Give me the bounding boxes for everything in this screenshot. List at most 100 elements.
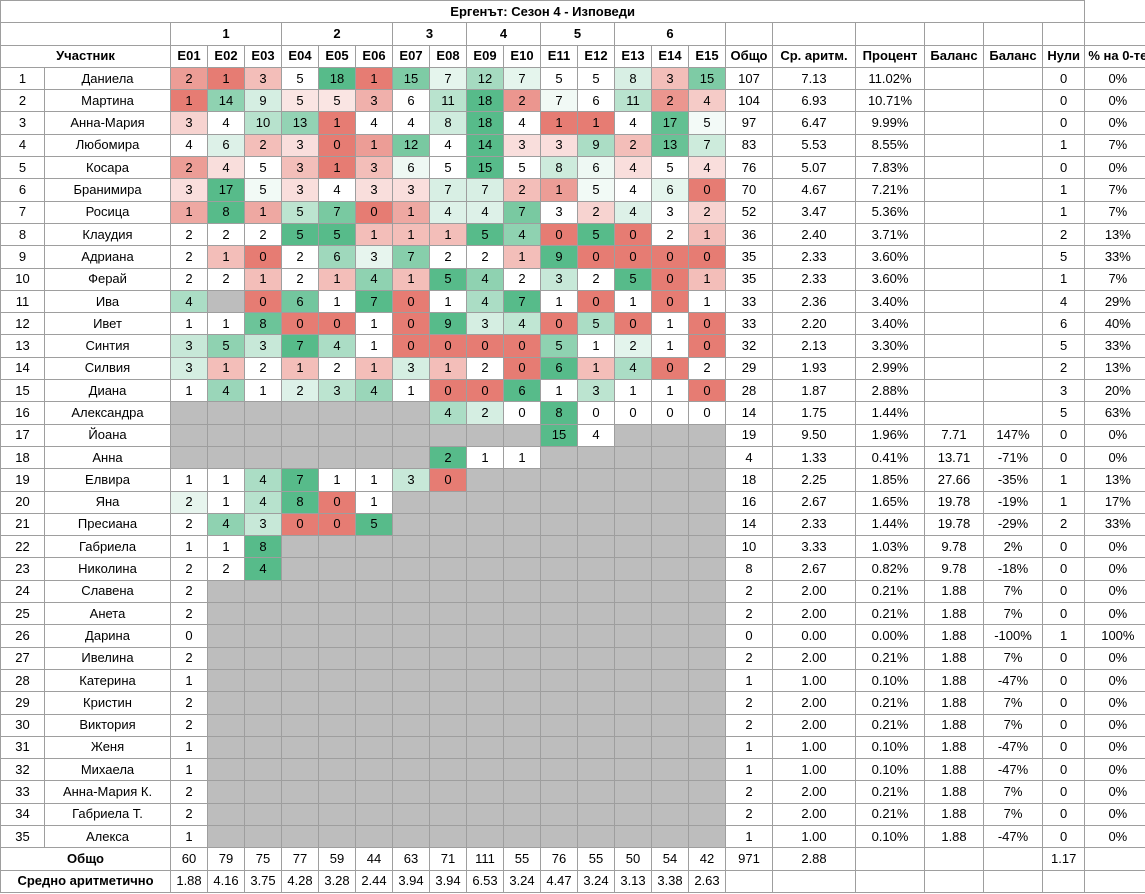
participant-name: Даниела — [44, 66, 171, 91]
episode-absent-cell — [651, 535, 689, 559]
episode-absent-cell — [281, 401, 319, 425]
row-total: 2 — [725, 713, 773, 737]
row-index: 11 — [0, 289, 45, 314]
row-balance-percent: -47% — [983, 735, 1043, 760]
episode-absent-cell — [503, 490, 541, 514]
episode-cell: 1 — [577, 111, 615, 135]
row-zero-percent: 0% — [1084, 423, 1145, 447]
episode-cell: 10 — [244, 111, 282, 135]
row-index: 33 — [0, 780, 45, 804]
episode-absent-cell — [318, 691, 356, 715]
episode-cell: 2 — [429, 445, 467, 470]
row-zeros: 1 — [1041, 624, 1086, 648]
episode-header: E13 — [614, 44, 652, 68]
participant-row: 10 Ферай 2 2 1 2 1 4 1 5 4 2 3 2 5 0 1 35 2.33 3.60% 1 7% — [0, 267, 1145, 291]
participant-name: Ивелина — [44, 646, 171, 670]
row-total: 28 — [725, 379, 773, 403]
row-index: 6 — [0, 178, 45, 202]
episode-cell: 17 — [207, 178, 245, 202]
episode-absent-cell — [318, 557, 356, 581]
row-average: 2.00 — [772, 602, 856, 626]
episode-absent-cell — [651, 468, 689, 492]
episode-cell: 4 — [466, 267, 504, 291]
episode-cell: 5 — [318, 89, 356, 113]
participant-row: 12 Ивет 1 1 8 0 0 1 0 9 3 4 0 5 0 1 0 33 2.20 3.40% 6 40% — [0, 312, 1145, 336]
episode-cell: 1 — [244, 379, 282, 403]
row-total: 2 — [725, 579, 773, 604]
row-total: 2 — [725, 802, 773, 826]
totals-blank — [1084, 847, 1145, 871]
episode-cell: 5 — [318, 222, 356, 247]
episode-absent-cell — [355, 557, 393, 581]
episode-cell: 7 — [688, 133, 726, 158]
episode-absent-cell — [207, 624, 245, 648]
episode-cell: 3 — [540, 133, 578, 158]
episode-absent-cell — [392, 401, 430, 425]
episode-average: 3.38 — [651, 869, 689, 893]
participant-name: Синтия — [44, 334, 171, 358]
row-zeros: 0 — [1041, 89, 1086, 113]
row-index: 30 — [0, 713, 45, 737]
episode-absent-cell — [503, 535, 541, 559]
episode-cell: 2 — [207, 222, 245, 247]
row-percent: 8.55% — [855, 133, 925, 158]
episode-average: 3.13 — [614, 869, 652, 893]
episode-cell: 4 — [170, 289, 208, 314]
row-percent: 1.44% — [855, 401, 925, 425]
episode-absent-cell — [281, 668, 319, 693]
episode-cell: 1 — [207, 535, 245, 559]
row-percent: 0.10% — [855, 668, 925, 693]
episode-cell: 1 — [503, 245, 541, 269]
episode-cell: 3 — [355, 178, 393, 202]
episode-absent-cell — [244, 758, 282, 782]
episode-absent-cell — [392, 512, 430, 537]
episode-cell: 3 — [170, 356, 208, 381]
participant-row: 6 Бранимира 3 17 5 3 4 3 3 7 7 2 1 5 4 6 0 70 4.67 7.21% 1 7% — [0, 178, 1145, 202]
participant-name: Анета — [44, 602, 171, 626]
episode-cell: 2 — [466, 245, 504, 269]
row-average: 9.50 — [772, 423, 856, 447]
row-index: 10 — [0, 267, 45, 291]
row-total: 97 — [725, 111, 773, 135]
episode-cell: 0 — [318, 312, 356, 336]
averages-blank — [983, 869, 1043, 893]
episode-absent-cell — [355, 691, 393, 715]
sheet-title: Ергенът: Сезон 4 - Изповеди — [0, 0, 1086, 24]
episode-absent-cell — [651, 624, 689, 648]
episode-absent-cell — [429, 624, 467, 648]
episode-cell: 3 — [503, 133, 541, 158]
row-percent: 3.71% — [855, 222, 925, 247]
episode-total: 60 — [170, 847, 208, 871]
row-average: 2.36 — [772, 289, 856, 314]
episode-absent-cell — [281, 535, 319, 559]
episode-cell: 3 — [466, 312, 504, 336]
episode-cell: 1 — [170, 379, 208, 403]
episode-average: 1.88 — [170, 869, 208, 893]
row-zeros: 0 — [1041, 579, 1086, 604]
episode-cell: 3 — [540, 267, 578, 291]
row-zeros: 3 — [1041, 379, 1086, 403]
row-balance-percent — [983, 133, 1043, 158]
participant-name: Алекса — [44, 824, 171, 849]
episode-cell: 1 — [170, 468, 208, 492]
row-zero-percent: 0% — [1084, 579, 1145, 604]
episode-total: 55 — [503, 847, 541, 871]
episode-cell: 2 — [170, 780, 208, 804]
row-balance-percent: -47% — [983, 668, 1043, 693]
episode-cell: 7 — [503, 289, 541, 314]
episode-cell: 0 — [688, 245, 726, 269]
row-percent: 3.60% — [855, 267, 925, 291]
row-zeros: 0 — [1041, 557, 1086, 581]
episode-absent-cell — [355, 602, 393, 626]
episode-absent-cell — [577, 713, 615, 737]
episode-absent-cell — [540, 780, 578, 804]
participant-name: Анна-Мария — [44, 111, 171, 135]
episode-absent-cell — [466, 646, 504, 670]
episode-cell: 1 — [651, 334, 689, 358]
row-percent: 1.65% — [855, 490, 925, 514]
participant-row: 22 Габриела 1 1 8 10 3.33 1.03% 9.78 2% 0 0% — [0, 535, 1145, 559]
row-balance — [924, 379, 984, 403]
week-blank — [725, 22, 773, 46]
episode-absent-cell — [466, 579, 504, 604]
row-zeros: 1 — [1041, 133, 1086, 158]
